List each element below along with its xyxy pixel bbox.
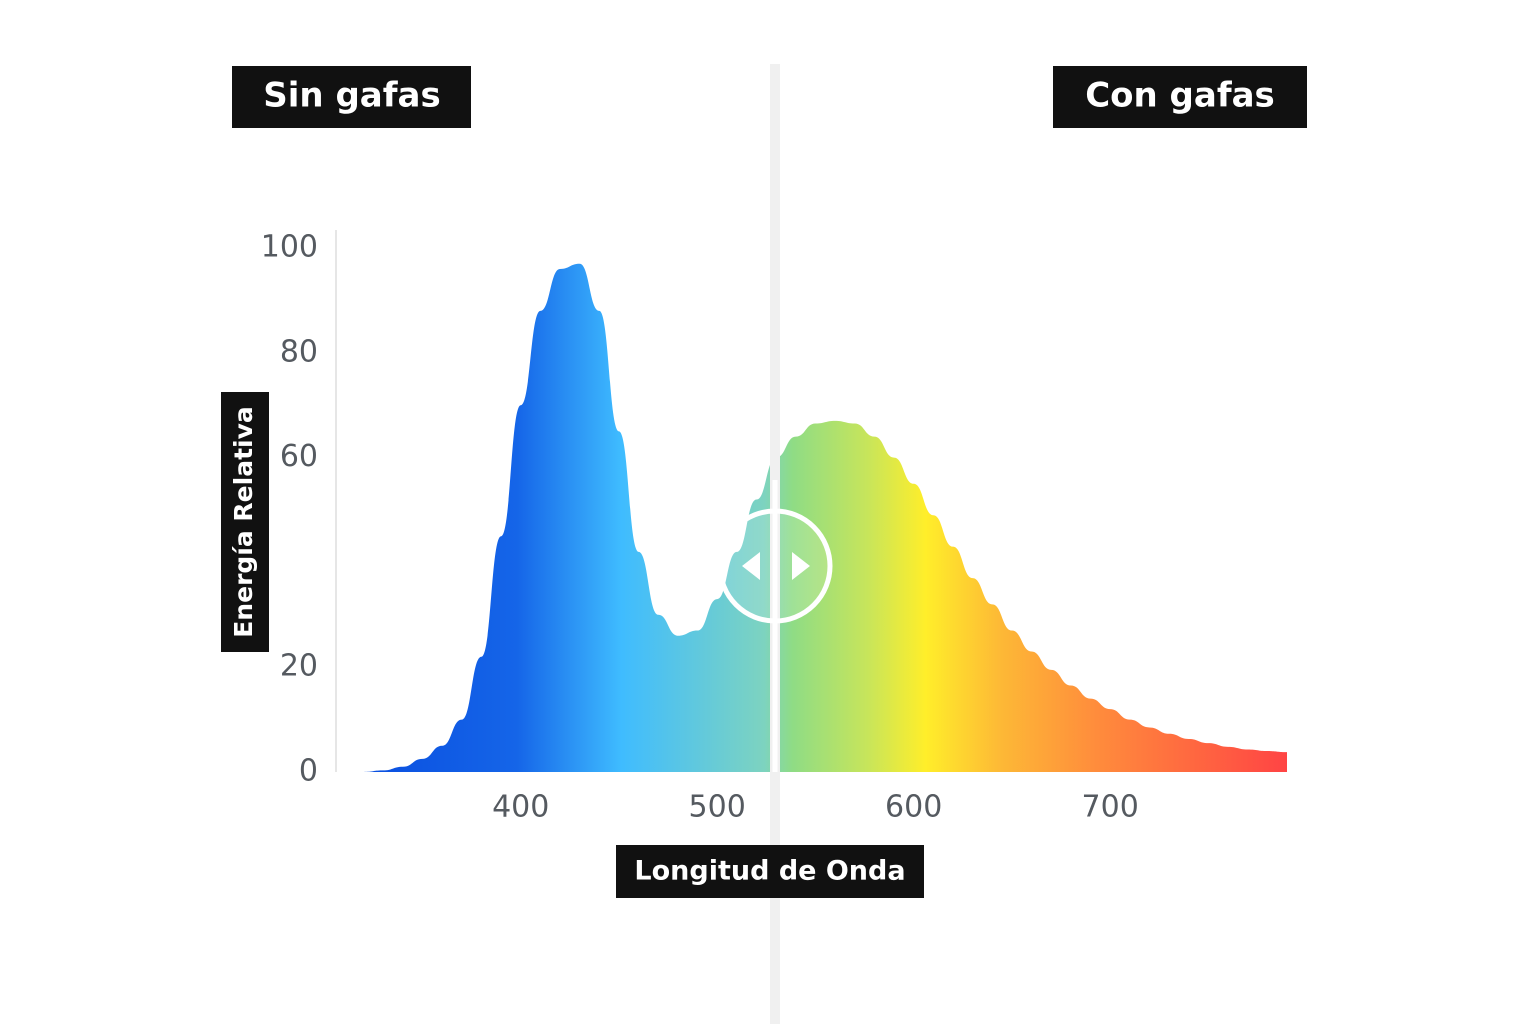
slider-knob[interactable] (717, 508, 833, 624)
label-before: Sin gafas (263, 76, 440, 116)
x-axis-label: Longitud de Onda (634, 856, 905, 887)
label-box (1053, 66, 1307, 128)
label-box (232, 66, 471, 128)
y-label-box (221, 392, 269, 652)
y-axis-label: Energía Relativa (229, 406, 258, 638)
x-tick-label: 400 (492, 790, 549, 825)
plot-area: 0 20 60 80 100 400 500 600 700 (261, 230, 1287, 825)
arrow-left (742, 552, 760, 580)
x-tick-label: 500 (689, 790, 746, 825)
x-label-box (616, 845, 924, 898)
x-tick-label: 600 (885, 790, 942, 825)
y-tick-label: 60 (280, 439, 318, 474)
slider-handle[interactable] (717, 508, 833, 624)
spectrum-area (363, 263, 1287, 772)
y-tick-label: 80 (280, 334, 318, 369)
label-after: Con gafas (1085, 76, 1275, 116)
y-tick-label: 100 (261, 230, 318, 265)
x-tick-label: 700 (1082, 790, 1139, 825)
y-tick-label: 20 (280, 649, 318, 684)
y-tick-label: 0 (299, 754, 318, 789)
arrow-right (792, 552, 810, 580)
